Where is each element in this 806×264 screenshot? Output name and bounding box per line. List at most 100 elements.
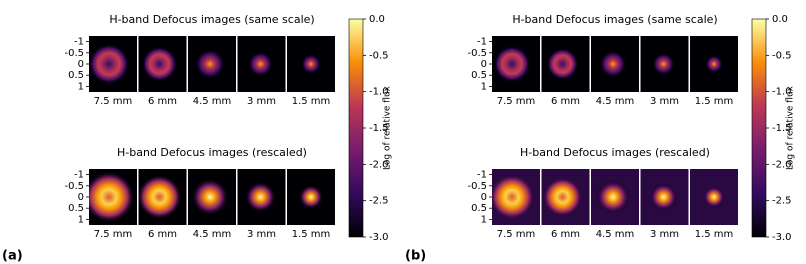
image-content [248, 51, 273, 77]
image-content [191, 178, 229, 216]
colorbar-label: Log of relative flux [383, 85, 393, 170]
y-tick-label: 0.5 [68, 203, 84, 214]
psf-spot [245, 181, 276, 213]
colorbar-label: Log of relative flux [786, 85, 796, 170]
colorbar-tick-label: -0.5 [369, 50, 389, 61]
image-label: 6 mm [551, 229, 580, 240]
psf-spot [89, 172, 134, 222]
image-content [599, 50, 627, 78]
psf-spot [596, 180, 630, 214]
colorbar-tick-label: -1.5 [369, 123, 389, 134]
psf-spot [248, 51, 273, 77]
row-title: H-band Defocus images (rescaled) [520, 146, 710, 159]
image-label: 1.5 mm [695, 229, 734, 240]
psf-spot [138, 175, 182, 219]
image-label: 4.5 mm [596, 96, 635, 107]
row-title: H-band Defocus images (same scale) [109, 13, 314, 26]
y-tick-label: 0 [78, 192, 84, 203]
psf-spot [494, 46, 530, 82]
panel-label: (a) [2, 249, 23, 264]
y-tick-label: -0.5 [467, 48, 487, 59]
psf-spot [142, 46, 177, 82]
y-tick-label: -1 [74, 170, 84, 181]
y-tick-label: 0.5 [68, 70, 84, 81]
image-content [591, 169, 639, 225]
colorbar-tick-label: 0.0 [772, 14, 788, 25]
psf-spot [542, 177, 583, 217]
image-content [492, 169, 540, 225]
psf-spot [546, 48, 579, 80]
y-tick-label: 1 [78, 81, 84, 92]
image-content [245, 181, 276, 213]
y-tick-label: 0.5 [471, 203, 487, 214]
image-content [299, 185, 323, 209]
image-label: 7.5 mm [497, 229, 536, 240]
y-tick-label: 1 [481, 214, 487, 225]
psf-spot [649, 183, 678, 211]
psf-spot [195, 49, 225, 79]
colorbar [348, 18, 364, 238]
image-content [195, 49, 225, 79]
y-tick-label: 0 [481, 59, 487, 70]
image-label: 6 mm [148, 96, 177, 107]
colorbar-tick-label: -2.0 [369, 159, 389, 170]
colorbar [751, 18, 767, 238]
image-label: 3 mm [247, 229, 276, 240]
row-title: H-band Defocus images (same scale) [512, 13, 717, 26]
y-tick-label: 1 [78, 214, 84, 225]
image-label: 3 mm [650, 96, 679, 107]
image-content [690, 169, 738, 225]
y-tick-label: -1 [477, 170, 487, 181]
image-content [640, 169, 689, 225]
image-content [652, 53, 675, 75]
psf-spot [301, 54, 321, 74]
y-tick-label: 0 [481, 192, 487, 203]
y-tick-label: -0.5 [64, 181, 84, 192]
panel-label: (b) [405, 249, 426, 264]
y-tick-label: 1 [481, 81, 487, 92]
image-label: 4.5 mm [193, 96, 232, 107]
image-label: 1.5 mm [292, 229, 331, 240]
image-label: 3 mm [650, 229, 679, 240]
image-label: 7.5 mm [94, 96, 133, 107]
psf-spot [492, 174, 535, 220]
colorbar-tick-label: -2.5 [772, 196, 792, 207]
image-content [89, 172, 134, 222]
psf-spot [703, 186, 725, 208]
image-label: 4.5 mm [596, 229, 635, 240]
psf-spot [191, 178, 229, 216]
row-title: H-band Defocus images (rescaled) [117, 146, 307, 159]
image-label: 7.5 mm [94, 229, 133, 240]
colorbar-tick-label: -3.0 [369, 232, 389, 243]
psf-spot [652, 53, 675, 75]
colorbar-tick-label: -2.0 [772, 159, 792, 170]
colorbar-tick-label: -1.0 [369, 87, 389, 98]
image-label: 1.5 mm [292, 96, 331, 107]
image-content [494, 46, 530, 82]
image-content [301, 54, 321, 74]
image-content [142, 46, 177, 82]
image-content [541, 169, 590, 225]
colorbar-tick-label: -1.5 [772, 123, 792, 134]
image-content [89, 44, 129, 84]
y-tick-label: -1 [74, 37, 84, 48]
y-tick-label: 0.5 [471, 70, 487, 81]
colorbar-tick-label: 0.0 [369, 14, 385, 25]
image-label: 6 mm [148, 229, 177, 240]
psf-spot [599, 50, 627, 78]
colorbar-tick-label: -0.5 [772, 50, 792, 61]
image-label: 1.5 mm [695, 96, 734, 107]
image-content [546, 48, 579, 80]
image-label: 4.5 mm [193, 229, 232, 240]
colorbar-tick-label: -3.0 [772, 232, 792, 243]
image-label: 6 mm [551, 96, 580, 107]
image-content [138, 175, 182, 219]
psf-spot [299, 185, 323, 209]
y-tick-label: 0 [78, 59, 84, 70]
y-tick-label: -0.5 [64, 48, 84, 59]
y-tick-label: -1 [477, 37, 487, 48]
image-label: 3 mm [247, 96, 276, 107]
psf-spot [89, 44, 129, 84]
colorbar-tick-label: -2.5 [369, 196, 389, 207]
